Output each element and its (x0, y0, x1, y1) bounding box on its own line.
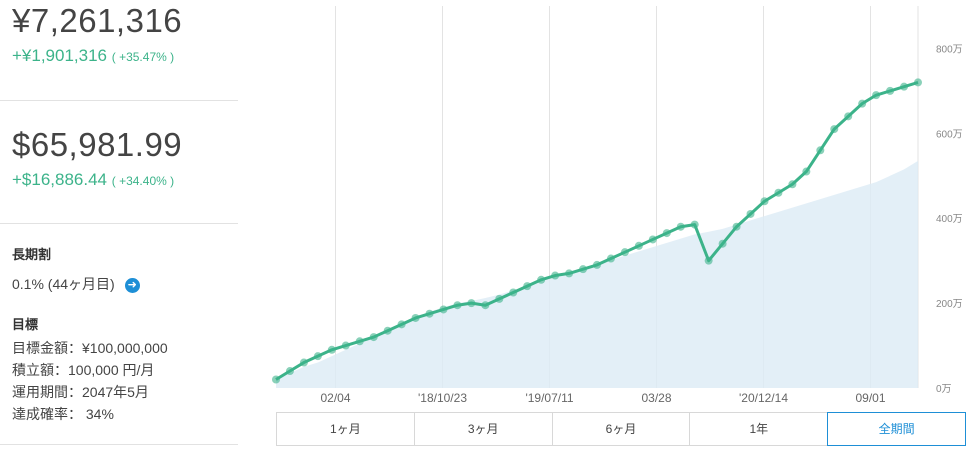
arrow-right-icon[interactable]: ➜ (124, 277, 140, 293)
long-term-row: 0.1% (44ヶ月目) ➜ (12, 273, 140, 295)
x-tick-label: '19/07/11 (525, 391, 573, 405)
usd-gain: +$16,886.44 ( +34.40% ) (12, 170, 182, 190)
data-point (397, 320, 406, 329)
data-point (620, 248, 629, 257)
data-point (425, 309, 434, 318)
goal-period: 運用期間：2047年5月 (12, 384, 149, 400)
data-point (802, 167, 811, 176)
data-point (732, 222, 741, 231)
jpy-summary: ¥7,261,316 +¥1,901,316 ( +35.47% ) (0, 2, 182, 66)
data-point (537, 275, 546, 284)
divider (0, 223, 238, 224)
jpy-gain-amount: +¥1,901,316 (12, 46, 108, 65)
data-point (774, 188, 783, 197)
data-point (439, 305, 448, 314)
range-tabs: 1ヶ月 3ヶ月 6ヶ月 1年 全期間 (276, 412, 966, 446)
data-point (467, 299, 476, 308)
y-tick-label: 600万 (936, 129, 963, 140)
data-point (816, 146, 825, 155)
data-point (830, 125, 839, 134)
goal-monthly: 積立額：100,000 円/月 (12, 362, 155, 378)
data-point (313, 352, 322, 361)
data-point (509, 288, 518, 297)
divider (0, 444, 238, 445)
data-point (858, 99, 867, 108)
divider (0, 100, 238, 101)
tab-6-months[interactable]: 6ヶ月 (552, 413, 691, 445)
jpy-gain: +¥1,901,316 ( +35.47% ) (12, 46, 182, 66)
y-tick-label: 400万 (936, 214, 963, 225)
data-point (593, 260, 601, 269)
data-point (411, 313, 420, 322)
data-point (383, 326, 392, 335)
goal-title: 目標 (12, 317, 39, 332)
data-point (872, 91, 881, 100)
tab-3-months[interactable]: 3ヶ月 (414, 413, 553, 445)
data-point (788, 180, 797, 189)
x-tick-label: 03/28 (641, 391, 671, 405)
jpy-gain-percent: ( +35.47% ) (111, 50, 175, 64)
tab-1-year[interactable]: 1年 (690, 413, 829, 445)
data-point (676, 222, 685, 231)
data-point (565, 269, 574, 278)
asset-chart: 0万 200万 400万 600万 800万 02/04 '18/10/23 '19/07/1… (272, 6, 963, 405)
y-tick-label: 800万 (936, 44, 963, 55)
data-point (579, 265, 588, 274)
data-point (760, 197, 769, 206)
data-point (914, 78, 922, 87)
x-tick-label: 09/01 (855, 391, 885, 405)
y-tick-label: 200万 (936, 299, 963, 310)
data-point (718, 239, 727, 248)
data-point (355, 337, 364, 346)
data-point (844, 112, 853, 121)
data-point (704, 256, 713, 265)
y-tick-label: 0万 (936, 384, 952, 395)
x-tick-label: 02/04 (320, 391, 350, 405)
data-point (606, 254, 615, 263)
summary-panel: ¥7,261,316 +¥1,901,316 ( +35.47% ) $65,9… (0, 0, 238, 454)
data-point (481, 301, 490, 310)
data-point (648, 235, 657, 244)
data-point (341, 341, 350, 350)
principal-area (276, 160, 918, 388)
goal-probability: 達成確率： 34% (12, 406, 114, 422)
data-point (299, 358, 308, 367)
data-point (662, 229, 671, 238)
data-point (272, 375, 280, 384)
data-point (634, 241, 643, 250)
jpy-total: ¥7,261,316 (12, 2, 183, 39)
data-point (900, 82, 909, 91)
data-point (886, 86, 895, 95)
data-point (690, 220, 699, 229)
goal-section: 目標 目標金額：¥100,000,000 積立額：100,000 円/月 運用期… (12, 314, 168, 425)
tab-all-time[interactable]: 全期間 (827, 412, 966, 446)
data-point (327, 345, 336, 354)
long-term-section: 長期割 0.1% (44ヶ月目) ➜ (12, 244, 140, 295)
goal-amount: 目標金額：¥100,000,000 (12, 340, 168, 356)
x-tick-label: '18/10/23 (418, 391, 467, 405)
long-term-title: 長期割 (12, 247, 52, 262)
data-point (369, 333, 378, 342)
long-term-value: 0.1% (44ヶ月目) (12, 276, 115, 292)
usd-gain-amount: +$16,886.44 (12, 170, 108, 189)
data-point (453, 301, 462, 310)
x-tick-label: '20/12/14 (739, 391, 788, 405)
data-point (495, 294, 504, 303)
data-point (746, 209, 755, 218)
tab-1-month[interactable]: 1ヶ月 (277, 413, 415, 445)
usd-summary: $65,981.99 +$16,886.44 ( +34.40% ) (0, 126, 182, 190)
data-point (285, 367, 294, 376)
usd-gain-percent: ( +34.40% ) (111, 174, 175, 188)
data-point (551, 271, 560, 280)
data-point (523, 282, 532, 291)
usd-total: $65,981.99 (12, 126, 183, 163)
